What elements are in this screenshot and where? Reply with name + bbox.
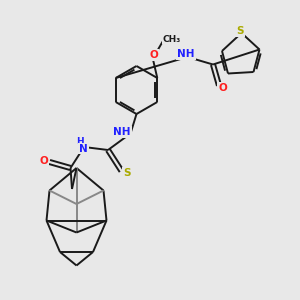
Text: O: O bbox=[150, 50, 159, 60]
Text: CH₃: CH₃ bbox=[163, 34, 181, 43]
Text: O: O bbox=[40, 155, 49, 166]
Text: NH: NH bbox=[177, 49, 195, 59]
Text: NH: NH bbox=[113, 127, 131, 137]
Text: S: S bbox=[236, 26, 244, 37]
Text: S: S bbox=[123, 167, 130, 178]
Text: O: O bbox=[218, 83, 227, 93]
Text: N: N bbox=[79, 143, 88, 154]
Text: H: H bbox=[76, 137, 84, 146]
